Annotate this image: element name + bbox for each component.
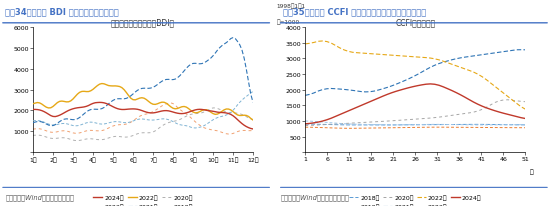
Text: 资料来源：Wind，国盛证券研究所: 资料来源：Wind，国盛证券研究所 xyxy=(280,193,349,200)
Legend: 2018年, 2019年, 2020年, 2021年, 2022年, 2023年, 2024年: 2018年, 2019年, 2020年, 2021年, 2022年, 2023年… xyxy=(346,192,484,206)
Text: 图表35：近半月 CCFI 指数环比延续回落，降幅有所收窄: 图表35：近半月 CCFI 指数环比延续回落，降幅有所收窄 xyxy=(283,7,426,16)
Text: 周: 周 xyxy=(530,169,533,175)
Text: 资料来源：Wind，国盛证券研究所: 资料来源：Wind，国盛证券研究所 xyxy=(6,193,74,200)
Text: 日=1000: 日=1000 xyxy=(277,20,300,25)
Title: CCFI：综合指数: CCFI：综合指数 xyxy=(395,18,436,27)
Title: 波罗的海干散货指数（BDI）: 波罗的海干散货指数（BDI） xyxy=(111,18,175,27)
Text: 1998年1月1: 1998年1月1 xyxy=(277,4,306,9)
Text: 图表34：近半月 BDI 指数环比延续明显回落: 图表34：近半月 BDI 指数环比延续明显回落 xyxy=(6,7,119,16)
Legend: 2024年, 2023年, 2022年, 2021年, 2020年, 2019年: 2024年, 2023年, 2022年, 2021年, 2020年, 2019年 xyxy=(91,192,195,206)
